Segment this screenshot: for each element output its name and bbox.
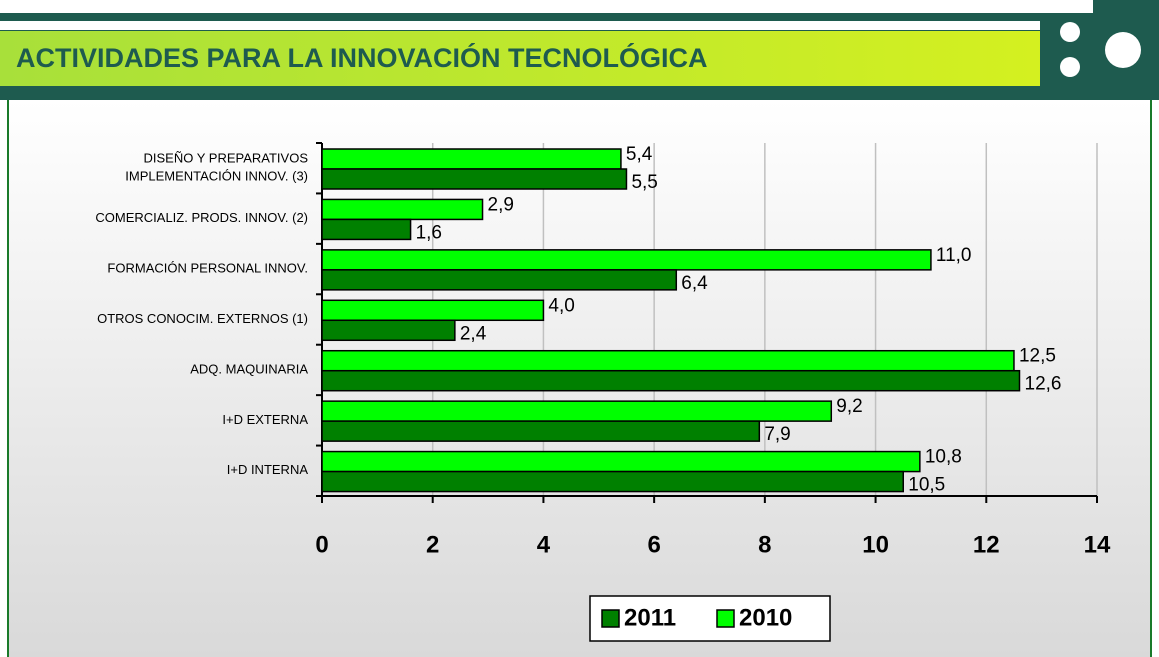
x-tick-label: 0 (315, 531, 328, 558)
decoration (1060, 22, 1080, 42)
legend-label: 2010 (739, 604, 792, 631)
bar (321, 420, 761, 442)
data-label: 5,4 (626, 144, 653, 165)
bar (321, 299, 545, 322)
data-label: 12,6 (1025, 374, 1062, 395)
legend-swatch (601, 609, 620, 628)
data-label: 11,0 (936, 245, 972, 266)
bar (321, 168, 628, 190)
bar (321, 349, 1015, 372)
data-label: 2,4 (460, 323, 487, 344)
legend-label: 2011 (624, 604, 676, 631)
data-label: 10,8 (925, 447, 962, 468)
bar (321, 249, 932, 271)
y-tick-label: ADQ. MAQUINARIA (190, 361, 308, 376)
header-band (0, 13, 1093, 21)
x-tick-label: 8 (758, 531, 771, 558)
bar (321, 269, 678, 291)
bar (321, 400, 833, 422)
x-tick-label: 4 (537, 531, 551, 558)
y-tick-label: OTROS CONOCIM. EXTERNOS (1) (97, 311, 308, 326)
bar (321, 319, 456, 342)
data-label: 12,5 (1019, 346, 1056, 367)
x-tick-label: 10 (862, 531, 889, 558)
chart-title: ACTIVIDADES PARA LA INNOVACIÓN TECNOLÓGI… (16, 42, 708, 73)
bar (321, 369, 1021, 392)
data-label: 2,9 (488, 194, 514, 215)
y-tick-label: FORMACIÓN PERSONAL INNOV. (107, 261, 308, 276)
y-tick-label: I+D INTERNA (227, 462, 309, 477)
bar (321, 148, 622, 170)
x-tick-label: 14 (1084, 531, 1111, 558)
data-label: 9,2 (836, 396, 862, 417)
bar (321, 198, 484, 221)
bar (321, 470, 904, 493)
data-label: 5,5 (631, 172, 657, 193)
bar (321, 218, 412, 241)
decoration (1105, 32, 1141, 68)
legend-swatch (716, 609, 735, 628)
data-label: 1,6 (416, 222, 442, 243)
x-tick-label: 12 (973, 531, 1000, 558)
y-tick-label: I+D EXTERNA (222, 412, 308, 427)
x-tick-label: 2 (426, 531, 439, 558)
data-label: 10,5 (908, 475, 945, 496)
x-tick-label: 6 (647, 531, 660, 558)
bar (321, 450, 921, 473)
data-label: 7,9 (764, 424, 790, 445)
legend (589, 595, 831, 642)
title-band (0, 31, 1040, 86)
y-tick-label: COMERCIALIZ. PRODS. INNOV. (2) (95, 210, 308, 225)
y-tick-label: IMPLEMENTACIÓN INNOV. (3) (125, 169, 308, 184)
y-tick-label: DISEÑO Y PREPARATIVOS (144, 151, 309, 166)
data-label: 4,0 (548, 295, 574, 316)
data-label: 6,4 (681, 273, 708, 294)
decoration (1060, 57, 1080, 77)
